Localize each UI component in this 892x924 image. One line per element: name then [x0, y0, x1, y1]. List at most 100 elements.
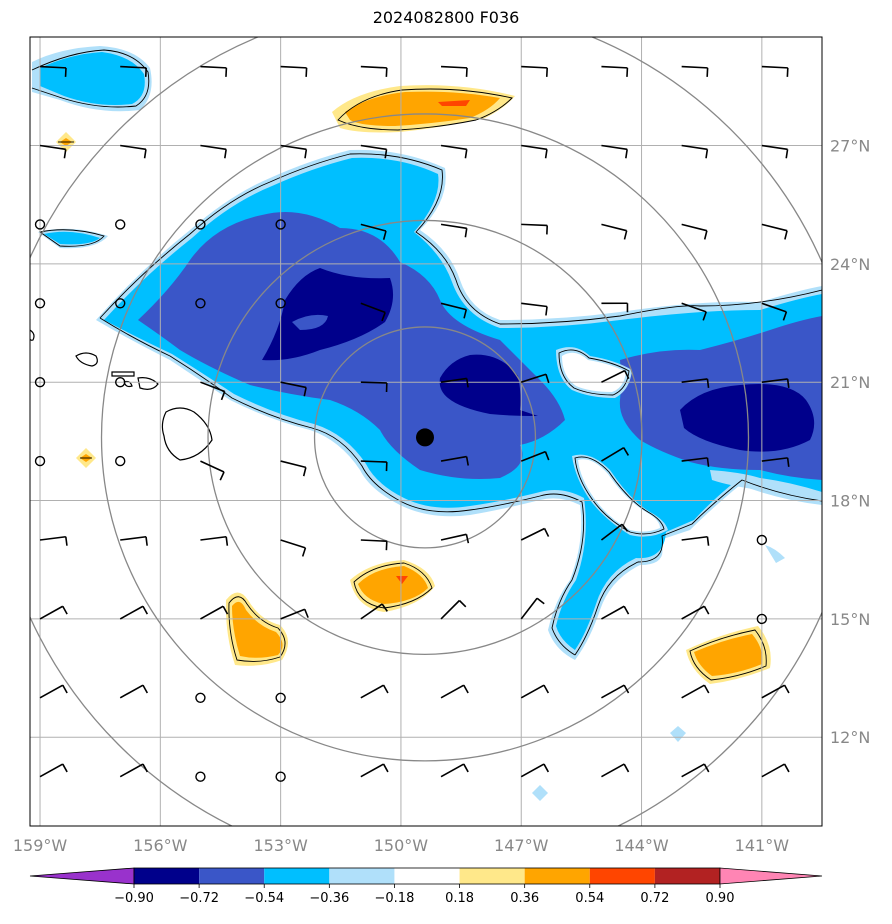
barb-shaft — [200, 144, 227, 151]
shade-hole — [670, 726, 686, 742]
barb-shaft — [119, 605, 144, 620]
colorbar-tick-label: 0.72 — [640, 891, 669, 906]
barb-flag — [465, 456, 469, 466]
lon-tick-label: 147°W — [494, 836, 549, 855]
barb-flag — [301, 547, 307, 557]
colorbar-tick-label: −0.90 — [114, 891, 154, 906]
calm-circle — [195, 692, 206, 703]
barb-flag — [624, 370, 630, 380]
colorbar-bin — [394, 868, 460, 884]
colorbar-labels: −0.90 −0.72 −0.54 −0.36 −0.18 0.18 0.36 0.54 0.7… — [114, 884, 734, 906]
colorbar-bin — [264, 868, 330, 884]
shade-core — [680, 384, 815, 452]
wind-barbs — [34, 65, 790, 782]
calm-circle — [34, 455, 46, 467]
colorbar-tick-label: 0.54 — [575, 891, 604, 906]
barb-flag — [225, 536, 229, 546]
barb-shaft — [440, 455, 467, 462]
calm-circle — [756, 534, 768, 546]
shade-hole — [532, 785, 548, 801]
colorbar-bin — [589, 868, 655, 884]
barb-shaft — [520, 527, 545, 541]
barb-shaft — [39, 65, 67, 69]
barb-shaft — [440, 144, 467, 151]
shade-warm — [438, 100, 470, 106]
barb-shaft — [360, 144, 387, 151]
barb-shaft — [601, 144, 628, 151]
calm-circle — [195, 771, 206, 782]
coast-lanai — [123, 380, 133, 388]
colorbar-extend-high — [719, 867, 823, 885]
plot-frame — [29, 36, 823, 827]
barb-flag — [382, 230, 387, 240]
barb-shaft — [761, 302, 787, 313]
barb-shaft — [440, 533, 467, 541]
barb-flag — [623, 763, 630, 773]
colorbar-tick-label: −0.18 — [375, 891, 415, 906]
barb-flag — [621, 523, 629, 532]
lon-tick-label: 156°W — [133, 836, 188, 855]
coast-molokai — [111, 371, 135, 377]
barb-shaft — [360, 223, 387, 232]
barb-flag — [783, 763, 790, 773]
barb-flag — [381, 312, 386, 322]
barb-flag — [219, 471, 225, 481]
anomaly-shading — [32, 46, 822, 801]
barb-shaft — [440, 302, 467, 311]
barb-flag — [536, 597, 545, 605]
barb-shaft — [601, 605, 625, 620]
coast-maui — [137, 377, 159, 390]
barb-shaft — [601, 223, 627, 232]
barb-flag — [703, 230, 708, 240]
barb-flag — [706, 378, 710, 388]
barb-flag — [382, 763, 389, 773]
barb-flag — [544, 451, 550, 461]
barb-shaft — [440, 599, 460, 620]
barb-shaft — [360, 65, 387, 69]
barb-shaft — [520, 373, 547, 383]
barb-flag — [382, 684, 389, 694]
barb-flag — [465, 534, 470, 544]
barb-shaft — [761, 684, 785, 699]
lon-tick-label: 159°W — [13, 836, 68, 855]
calm-circle — [34, 219, 46, 230]
calm-circle — [115, 376, 126, 388]
range-rings — [30, 37, 822, 826]
colorbar — [29, 867, 823, 885]
barb-flag — [545, 374, 550, 384]
colorbar-tick-label: −0.72 — [179, 891, 219, 906]
barb-shaft — [200, 605, 224, 620]
barb-flag — [458, 599, 467, 608]
lat-tick-label: 21°N — [830, 373, 870, 392]
barb-shaft — [681, 763, 705, 778]
barb-shaft — [39, 535, 66, 541]
shade-warm — [396, 576, 408, 584]
barb-shaft — [280, 539, 306, 549]
lon-tick-label: 141°W — [735, 836, 790, 855]
barb-flag — [545, 306, 548, 316]
barb-shaft — [761, 457, 788, 462]
lat-tick-label: 15°N — [830, 610, 870, 629]
shade-warm — [358, 566, 428, 604]
shade-core — [439, 354, 538, 416]
range-ring — [100, 113, 750, 762]
colorbar-bin — [199, 868, 265, 884]
shade-warm — [345, 91, 500, 126]
barb-flag — [623, 684, 630, 694]
lat-tick-label: 27°N — [830, 136, 870, 155]
barb-shaft — [360, 460, 387, 463]
barb-shaft — [360, 381, 387, 384]
barb-shaft — [761, 223, 788, 232]
barb-flag — [625, 149, 628, 159]
barb-shaft — [120, 144, 147, 151]
barb-flag — [706, 457, 710, 467]
barb-flag — [384, 149, 388, 159]
longitude-labels: 159°W 156°W 153°W 150°W 147°W 144°W 141°W — [13, 836, 789, 855]
barb-flag — [304, 608, 309, 618]
barb-shaft — [280, 608, 306, 620]
shade-core — [292, 314, 328, 330]
barb-flag — [463, 309, 468, 319]
barb-shaft — [119, 763, 144, 778]
barb-shaft — [520, 763, 545, 778]
barb-shaft — [681, 144, 708, 151]
